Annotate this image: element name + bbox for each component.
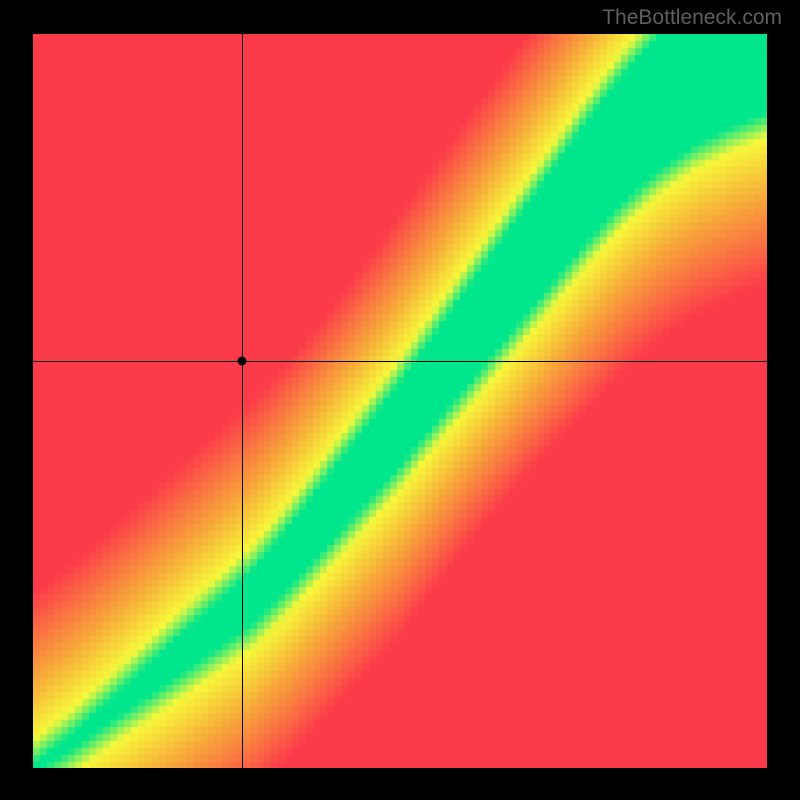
crosshair-vertical [242, 34, 243, 768]
crosshair-horizontal [33, 361, 767, 362]
marker-dot [238, 356, 247, 365]
watermark-text: TheBottleneck.com [602, 6, 782, 30]
heatmap-plot [33, 34, 767, 768]
heatmap-canvas [33, 34, 767, 768]
